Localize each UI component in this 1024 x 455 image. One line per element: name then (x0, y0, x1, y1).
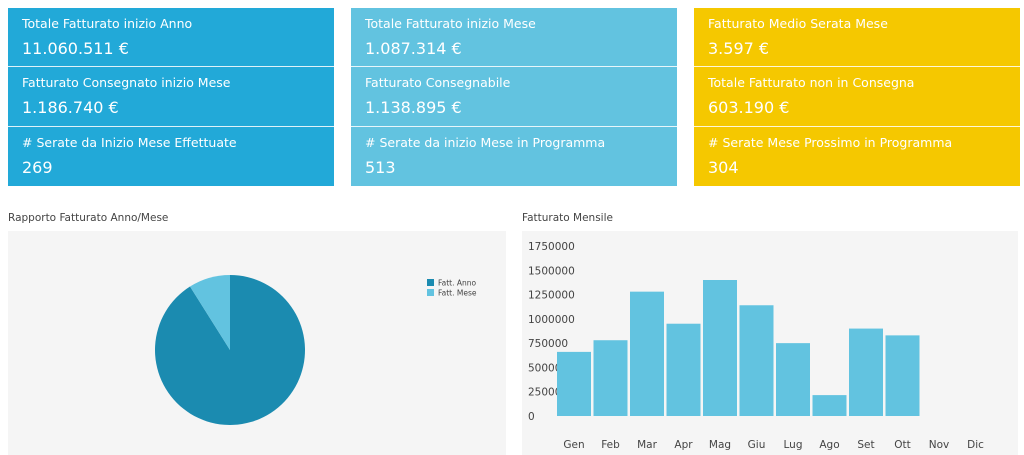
kpi-label: Fatturato Medio Serata Mese (708, 16, 888, 31)
kpi-label: Totale Fatturato inizio Mese (365, 16, 536, 31)
pie-chart-panel: Fatt. Anno Fatt. Mese (8, 231, 506, 455)
x-tick-label: Lug (784, 439, 803, 451)
kpi-label: Totale Fatturato inizio Anno (22, 16, 193, 31)
x-tick-label: Giu (748, 439, 766, 451)
bar (776, 343, 810, 416)
kpi-label: Totale Fatturato non in Consegna (708, 75, 915, 91)
kpi-cell: # Serate Mese Prossimo in Programma 304 (694, 127, 1020, 186)
y-tick-label: 1500000 (528, 265, 575, 277)
kpi-cell: Fatturato Medio Serata Mese 3.597 € (694, 8, 1020, 68)
x-tick-label: Mar (637, 439, 657, 451)
x-tick-label: Feb (601, 439, 620, 451)
pie-chart-title: Rapporto Fatturato Anno/Mese (8, 212, 169, 224)
kpi-cell: Totale Fatturato inizio Anno 11.060.511 … (8, 8, 334, 68)
x-tick-label: Apr (674, 439, 693, 451)
bar (630, 291, 664, 416)
bar (812, 395, 847, 416)
kpi-card-average: Fatturato Medio Serata Mese 3.597 € Tota… (694, 8, 1020, 186)
x-tick-label: Gen (563, 439, 584, 451)
bar-chart-panel: 0 250000 500000 750000 1000000 1250000 1500000… (522, 231, 1018, 455)
kpi-cell: Fatturato Consegnabile 1.138.895 € (351, 67, 677, 127)
bar (666, 323, 701, 416)
kpi-value: 603.190 € (708, 98, 790, 118)
bar (885, 335, 920, 416)
kpi-card-monthly: Totale Fatturato inizio Mese 1.087.314 €… (351, 8, 677, 186)
bar (739, 305, 774, 416)
bar (593, 340, 628, 416)
kpi-value: 1.138.895 € (365, 98, 462, 118)
x-tick-label: Nov (929, 439, 950, 451)
bar-chart: 0250000500000750000100000012500001500000… (528, 241, 984, 451)
kpi-label: # Serate da Inizio Mese Effettuate (22, 134, 237, 150)
bar (557, 351, 591, 416)
kpi-label: Fatturato Consegnato inizio Mese (22, 75, 231, 91)
y-tick-label: 750000 (528, 338, 568, 350)
kpi-cell: Totale Fatturato non in Consegna 603.190… (694, 67, 1020, 127)
kpi-card-annual: Totale Fatturato inizio Anno 11.060.511 … (8, 8, 334, 186)
kpi-cell: # Serate da inizio Mese in Programma 513 (351, 127, 677, 186)
legend-label: Fatt. Anno (438, 279, 477, 288)
x-tick-label: Dic (967, 439, 984, 451)
y-tick-label: 0 (528, 411, 535, 423)
bar (703, 280, 737, 416)
bar (849, 328, 883, 416)
kpi-label: # Serate da inizio Mese in Programma (365, 134, 606, 150)
kpi-cell: Totale Fatturato inizio Mese 1.087.314 € (351, 8, 677, 68)
kpi-value: 11.060.511 € (22, 39, 129, 58)
kpi-label: Fatturato Consegnabile (365, 75, 511, 91)
legend-swatch (427, 279, 434, 286)
kpi-value: 1.186.740 € (22, 98, 119, 118)
kpi-label: # Serate Mese Prossimo in Programma (708, 134, 953, 150)
legend-label: Fatt. Mese (438, 289, 477, 298)
x-tick-label: Ott (894, 439, 911, 451)
x-tick-label: Mag (709, 439, 731, 451)
pie-slice (190, 275, 230, 350)
legend-swatch (427, 289, 434, 296)
kpi-cell: Fatturato Consegnato inizio Mese 1.186.7… (8, 67, 334, 127)
kpi-value: 513 (365, 157, 396, 177)
pie-slice (155, 275, 305, 425)
y-tick-label: 1000000 (528, 314, 575, 326)
kpi-value: 304 (708, 157, 739, 177)
kpi-value: 269 (22, 157, 53, 177)
x-tick-label: Ago (819, 439, 839, 451)
kpi-value: 3.597 € (708, 39, 770, 58)
bar-chart-title: Fatturato Mensile (522, 212, 613, 224)
kpi-value: 1.087.314 € (365, 39, 462, 58)
y-tick-label: 1250000 (528, 290, 575, 302)
y-tick-label: 1750000 (528, 241, 575, 253)
x-tick-label: Set (857, 439, 874, 451)
kpi-cell: # Serate da Inizio Mese Effettuate 269 (8, 127, 334, 186)
